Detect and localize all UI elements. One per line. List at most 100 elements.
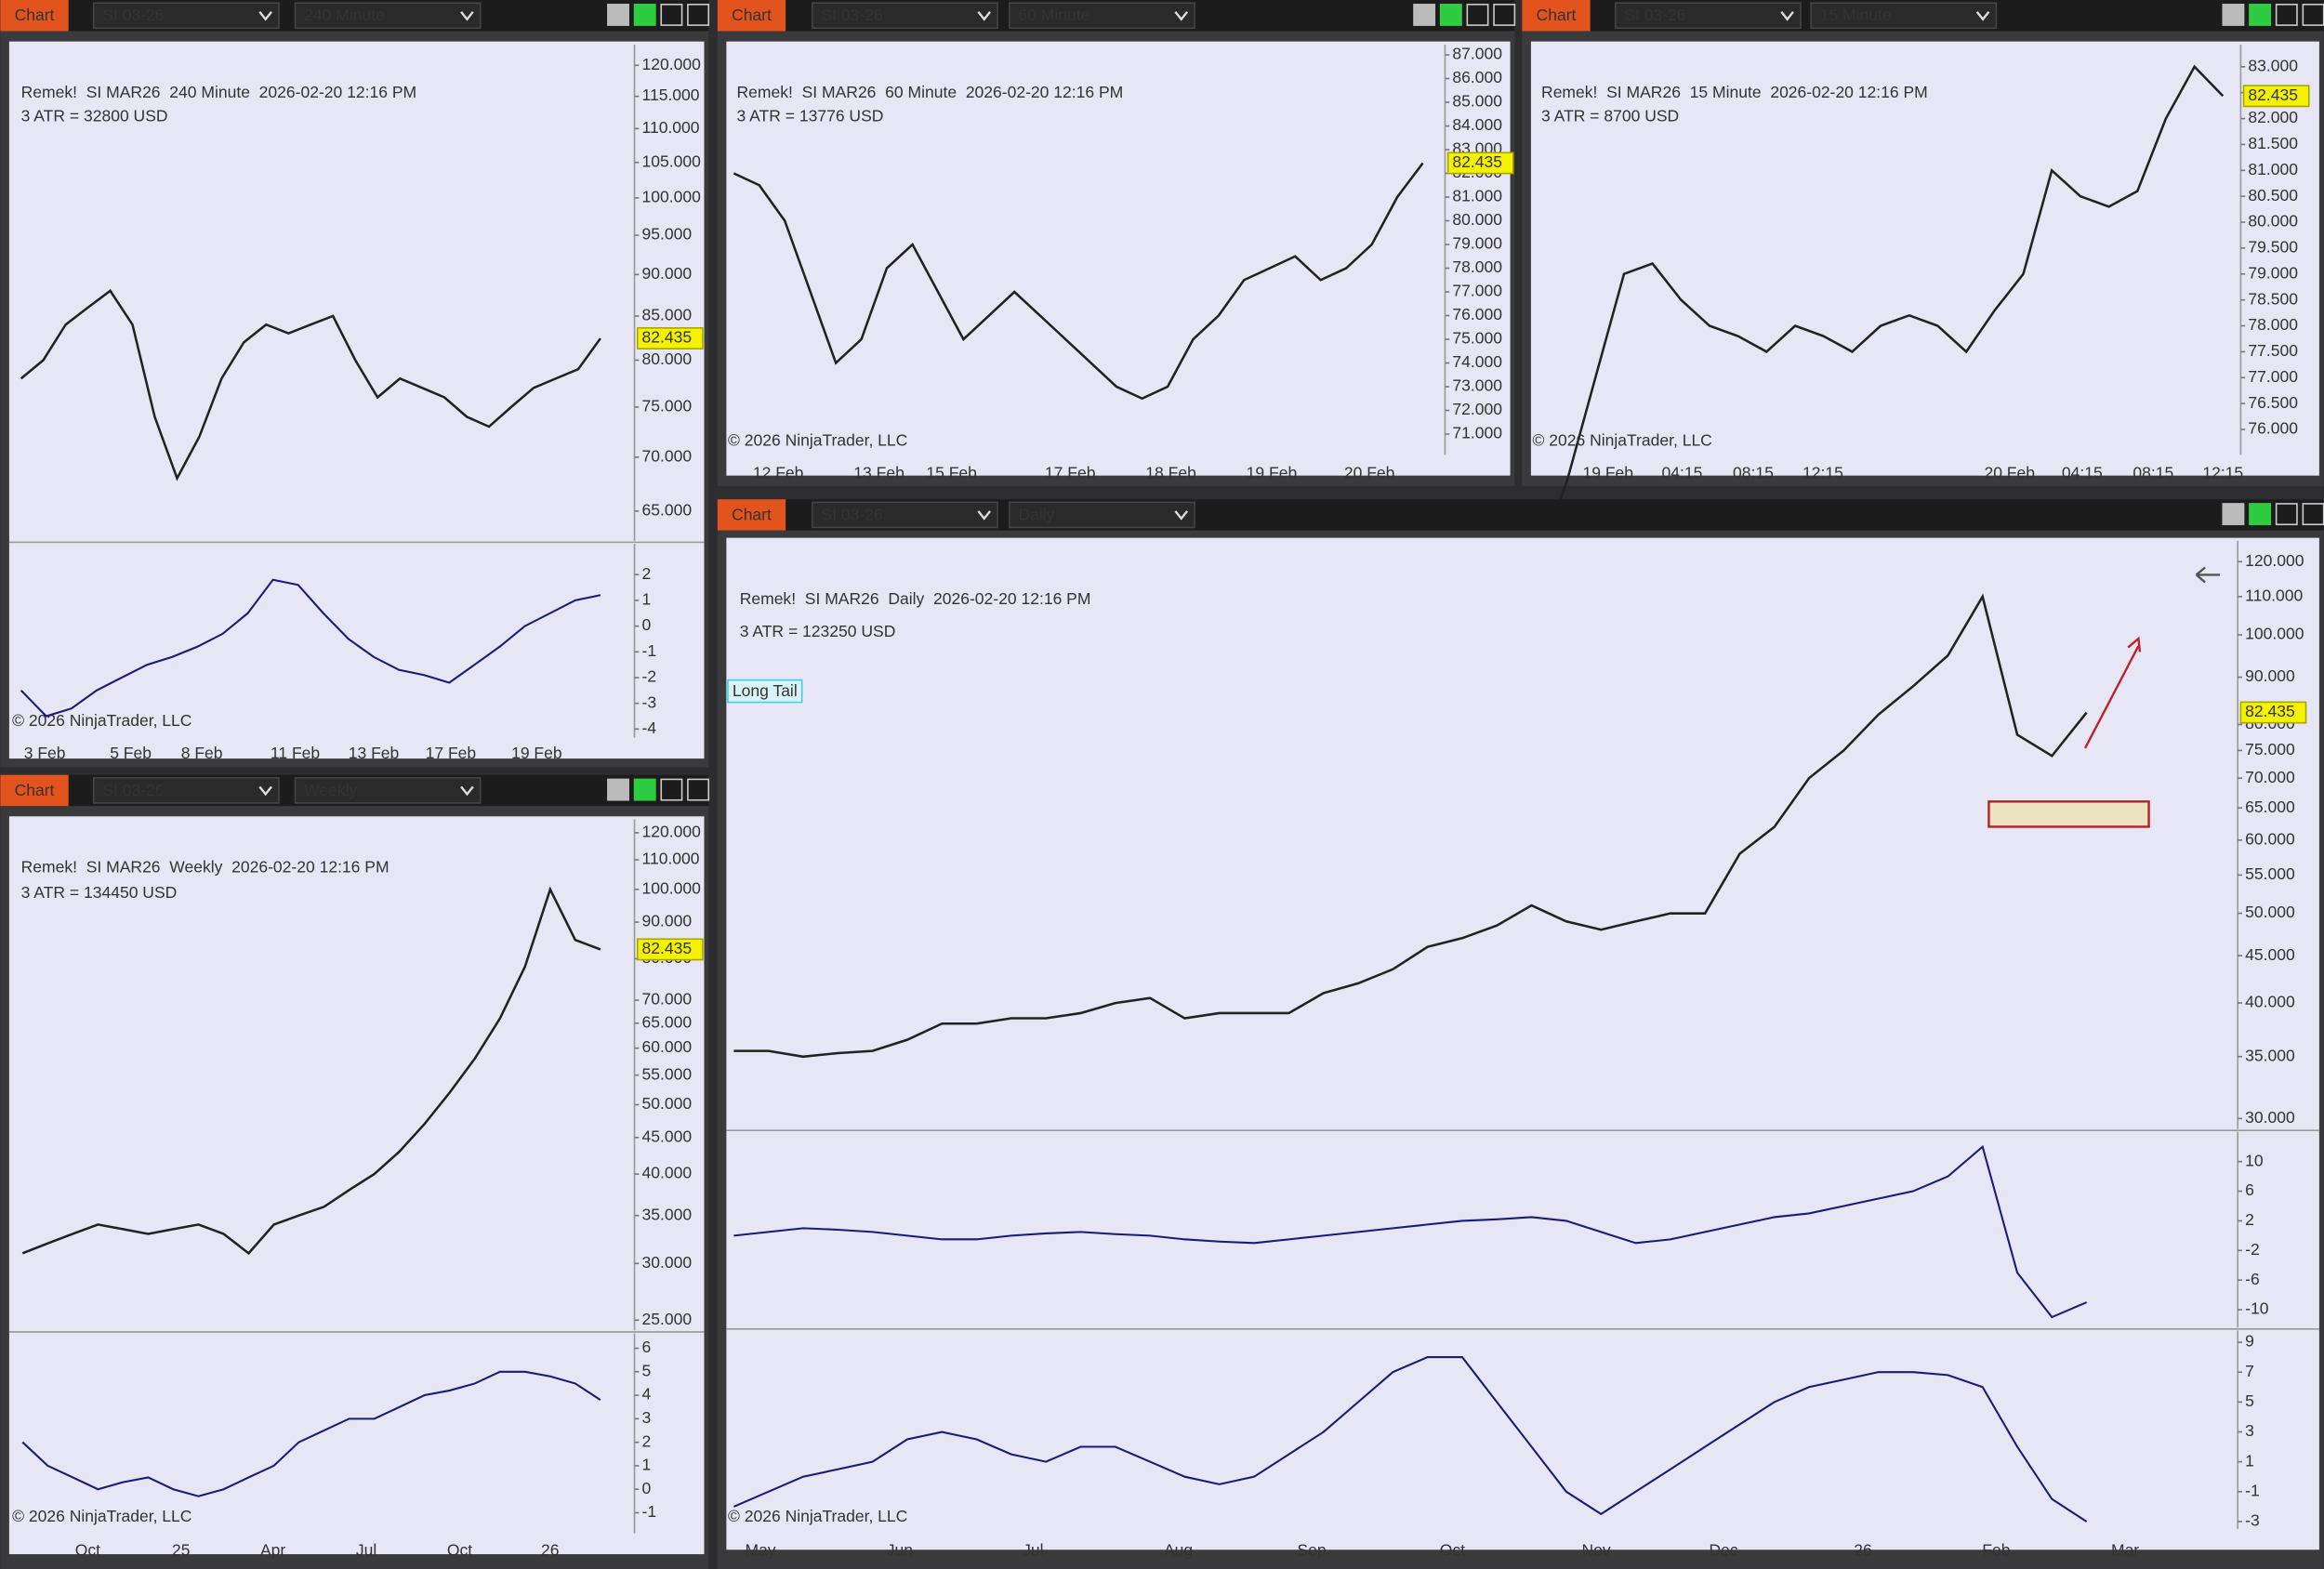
interval-value: 60 Minute bbox=[1018, 6, 1089, 24]
y-tick-label: 78.000 bbox=[1452, 257, 1502, 276]
last-price-marker bbox=[636, 327, 704, 349]
x-tick-label: Dec bbox=[1710, 1540, 1738, 1559]
y-tick-label: 79.500 bbox=[2248, 238, 2298, 257]
y-tick-label: 74.000 bbox=[1452, 352, 1502, 371]
window-button[interactable] bbox=[660, 778, 683, 801]
indicator-line bbox=[733, 1356, 2088, 1523]
x-tick-label: Aug bbox=[1164, 1540, 1193, 1559]
symbol-dropdown[interactable] bbox=[1614, 2, 1802, 30]
chart-tab[interactable] bbox=[717, 0, 786, 32]
y-tick-label: 1 bbox=[2245, 1451, 2254, 1470]
symbol-dropdown[interactable] bbox=[92, 2, 280, 30]
window-button[interactable] bbox=[2249, 3, 2272, 26]
chart-area bbox=[1530, 41, 2319, 476]
last-price-label: 82.435 bbox=[2245, 702, 2295, 720]
interval-dropdown[interactable] bbox=[1009, 2, 1195, 30]
y-tick-label: 40.000 bbox=[642, 1164, 693, 1182]
window-button[interactable] bbox=[633, 3, 656, 26]
x-tick-label: Apr bbox=[260, 1540, 285, 1559]
chart-title: Remek! SI MAR26 60 Minute 2026-02-20 12:… bbox=[737, 83, 1124, 101]
window-button[interactable] bbox=[1439, 3, 1462, 26]
y-tick-label: 35.000 bbox=[642, 1205, 693, 1223]
window-button[interactable] bbox=[2275, 503, 2298, 526]
x-tick-label: 08:15 bbox=[2133, 464, 2173, 482]
window-button[interactable] bbox=[660, 3, 683, 26]
y-tick-label: 120.000 bbox=[2245, 551, 2304, 570]
window-button[interactable] bbox=[2302, 3, 2324, 26]
last-price-label: 82.435 bbox=[1452, 152, 1502, 171]
interval-dropdown[interactable] bbox=[294, 2, 482, 30]
window-button[interactable] bbox=[2249, 503, 2272, 526]
y-tick-label: 60.000 bbox=[642, 1037, 693, 1056]
x-tick-label: 17 Feb bbox=[1045, 464, 1096, 482]
y-tick-label: 79.000 bbox=[2248, 263, 2298, 282]
y-tick-label: 80.000 bbox=[2248, 212, 2298, 231]
symbol-dropdown[interactable] bbox=[812, 2, 998, 30]
y-tick-label: 90.000 bbox=[642, 912, 693, 930]
chart-tab[interactable] bbox=[0, 0, 69, 32]
y-tick-label: 95.000 bbox=[642, 225, 693, 244]
window-button[interactable] bbox=[2222, 3, 2245, 26]
x-tick-label: 13 Feb bbox=[349, 744, 400, 762]
annotation-box bbox=[727, 679, 803, 704]
window-button[interactable] bbox=[1493, 3, 1516, 26]
interval-dropdown[interactable] bbox=[1810, 2, 1998, 30]
symbol-dropdown[interactable] bbox=[92, 777, 280, 804]
x-tick-label: Oct bbox=[75, 1540, 100, 1559]
chart-tab[interactable] bbox=[0, 774, 69, 807]
window-button[interactable] bbox=[607, 778, 629, 801]
window-button[interactable] bbox=[687, 778, 710, 801]
price-line bbox=[21, 886, 601, 1256]
y-tick-label: 4 bbox=[642, 1385, 652, 1404]
x-tick-label: 11 Feb bbox=[271, 744, 320, 762]
atr-label: 3 ATR = 134450 USD bbox=[21, 883, 178, 902]
y-tick-label: 84.000 bbox=[1452, 115, 1502, 134]
y-tick-label: 55.000 bbox=[2245, 864, 2295, 883]
interval-dropdown[interactable] bbox=[1009, 501, 1195, 529]
window-button[interactable] bbox=[607, 3, 629, 26]
symbol-dropdown[interactable] bbox=[812, 501, 998, 529]
last-price-marker bbox=[1446, 152, 1514, 175]
y-tick-label: 81.000 bbox=[2248, 160, 2298, 178]
chart-tab[interactable] bbox=[717, 499, 786, 531]
chart-tab[interactable] bbox=[1522, 0, 1591, 32]
y-tick-label: 35.000 bbox=[2245, 1046, 2295, 1064]
y-tick-label: 72.000 bbox=[1452, 400, 1502, 418]
window-button[interactable] bbox=[633, 778, 656, 801]
window-button[interactable] bbox=[1413, 3, 1436, 26]
y-tick-label: 2 bbox=[642, 1431, 652, 1450]
y-tick-label: -3 bbox=[642, 692, 657, 711]
window-button[interactable] bbox=[687, 3, 710, 26]
x-tick-label: 12:15 bbox=[2202, 464, 2243, 482]
interval-dropdown[interactable] bbox=[294, 777, 482, 804]
y-tick-label: 6 bbox=[642, 1338, 652, 1356]
chart-tab-label: Chart bbox=[1537, 6, 1577, 24]
indicator-line bbox=[20, 578, 601, 718]
window-button[interactable] bbox=[2275, 3, 2298, 26]
interval-value: 240 Minute bbox=[304, 6, 385, 24]
y-tick-label: 45.000 bbox=[2245, 945, 2295, 964]
window-button[interactable] bbox=[2302, 503, 2324, 526]
y-tick-label: 82.000 bbox=[2248, 108, 2298, 126]
y-tick-label: 55.000 bbox=[642, 1064, 693, 1083]
y-tick-label: 75.000 bbox=[1452, 329, 1502, 348]
x-tick-label: Jun bbox=[887, 1540, 913, 1559]
last-price-marker bbox=[2239, 701, 2307, 724]
x-tick-label: 08:15 bbox=[1733, 464, 1774, 482]
dropdown-arrow bbox=[258, 785, 272, 797]
window-button[interactable] bbox=[1466, 3, 1489, 26]
y-tick-label: 50.000 bbox=[2245, 903, 2295, 921]
y-tick-label: 120.000 bbox=[642, 823, 702, 841]
chart-tab-label: Chart bbox=[15, 6, 55, 24]
x-tick-label: 25 bbox=[172, 1540, 190, 1559]
atr-label: 3 ATR = 123250 USD bbox=[740, 622, 896, 640]
back-arrow[interactable] bbox=[2195, 566, 2221, 584]
y-tick-label: -2 bbox=[2245, 1240, 2260, 1259]
y-tick-label: 5 bbox=[642, 1361, 652, 1379]
window-button[interactable] bbox=[2222, 503, 2245, 526]
dropdown-arrow bbox=[1174, 11, 1189, 21]
y-tick-label: 0 bbox=[642, 615, 652, 634]
y-tick-label: 110.000 bbox=[642, 850, 700, 868]
interval-value: 15 Minute bbox=[1820, 6, 1892, 24]
